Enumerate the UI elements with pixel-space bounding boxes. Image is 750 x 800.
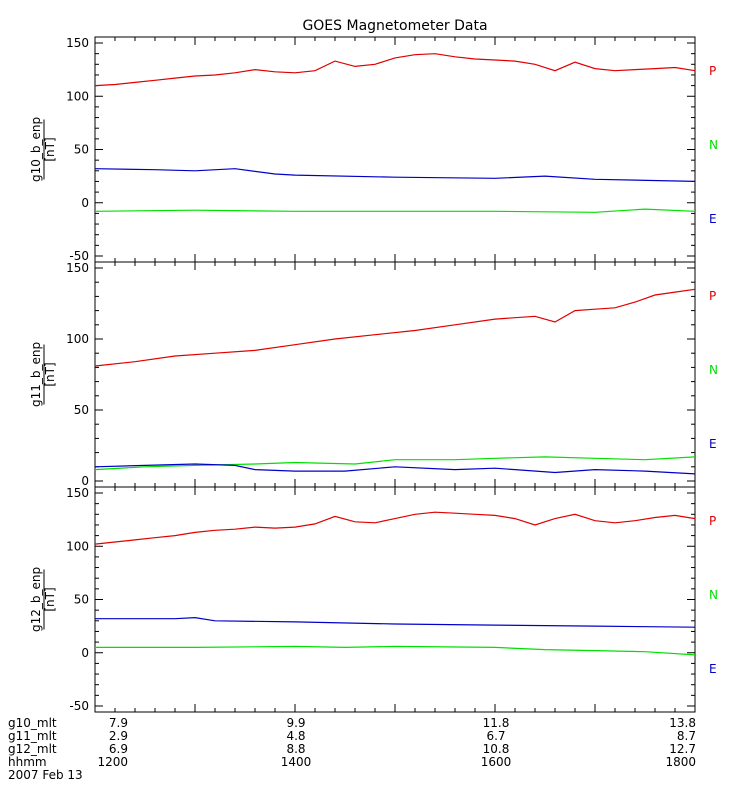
footer-value: 1200	[97, 755, 128, 769]
footer-value: 1400	[281, 755, 312, 769]
footer-value: 6.7	[486, 729, 505, 743]
legend-E: E	[709, 662, 717, 676]
y-tick-label: 0	[81, 474, 89, 488]
y-axis-label: g11_b_enp	[29, 342, 43, 407]
footer-value: 11.8	[483, 716, 510, 730]
series-line-N	[94, 208, 696, 213]
footer-value: 6.9	[109, 742, 128, 756]
footer-value: 2.9	[109, 729, 128, 743]
y-tick-label: 50	[74, 143, 89, 157]
legend-N: N	[709, 363, 718, 377]
legend-E: E	[709, 212, 717, 226]
footer-date: 2007 Feb 13	[8, 768, 83, 782]
panel-2: 0 50 100 150 g11_b_enp [nT] P N E	[29, 261, 718, 488]
footer-value: 8.7	[677, 729, 696, 743]
footer-value: 8.8	[286, 742, 305, 756]
series-line-P	[94, 511, 696, 545]
y-tick-label: 0	[81, 646, 89, 660]
footer-value: 12.7	[669, 742, 696, 756]
footer-value: 4.8	[286, 729, 305, 743]
legend-N: N	[709, 138, 718, 152]
y-tick-label: 50	[74, 593, 89, 607]
series-line-N	[95, 645, 696, 656]
footer-value: 9.9	[286, 716, 305, 730]
footer-value: 1600	[481, 755, 512, 769]
series-line-E	[94, 168, 696, 182]
series-line-N	[94, 456, 696, 471]
y-axis-label: g10_b_enp	[29, 117, 43, 182]
y-axis-label: g12_b_enp	[29, 567, 43, 632]
footer-value: 10.8	[483, 742, 510, 756]
chart-title: GOES Magnetometer Data	[302, 18, 487, 34]
y-tick-label: 150	[66, 261, 89, 275]
legend-E: E	[709, 437, 717, 451]
panel-frame	[94, 486, 696, 713]
y-tick-label: 100	[66, 539, 89, 553]
footer-row-label: g11_mlt	[8, 729, 57, 743]
y-axis-unit: [nT]	[43, 587, 57, 611]
panel-frame	[94, 261, 696, 488]
footer-value: 7.9	[109, 716, 128, 730]
series-line-P	[94, 288, 696, 367]
y-tick-label: 100	[66, 89, 89, 103]
footer-row-label: g10_mlt	[8, 716, 57, 730]
time-axis-footer: g10_mlt 7.9 9.9 11.8 13.8 g11_mlt 2.9 4.8 6.7 8.7…	[8, 716, 696, 782]
legend-P: P	[709, 64, 716, 78]
footer-value: 1800	[665, 755, 696, 769]
y-tick-label: 100	[66, 332, 89, 346]
footer-value: 13.8	[669, 716, 696, 730]
y-tick-label: 0	[81, 196, 89, 210]
series-line-E	[95, 616, 696, 628]
panel-3: -50 0 50 100 150 g12_b_enp [nT] P N E	[29, 486, 718, 713]
y-tick-label: -50	[69, 249, 89, 263]
y-tick-label: -50	[69, 699, 89, 713]
series-line-P	[94, 53, 696, 87]
panel-1: -50 0 50 100 150 g10_b_enp [nT] P N E	[29, 36, 718, 263]
legend-P: P	[709, 514, 716, 528]
legend-N: N	[709, 588, 718, 602]
series-line-E	[94, 463, 696, 475]
y-tick-label: 50	[74, 403, 89, 417]
y-tick-label: 150	[66, 36, 89, 50]
footer-row-label: g12_mlt	[8, 742, 57, 756]
panel-frame	[94, 36, 696, 263]
footer-row-label: hhmm	[8, 755, 47, 769]
y-axis-unit: [nT]	[43, 137, 57, 161]
y-tick-label: 150	[66, 486, 89, 500]
y-axis-unit: [nT]	[43, 362, 57, 386]
legend-P: P	[709, 289, 716, 303]
